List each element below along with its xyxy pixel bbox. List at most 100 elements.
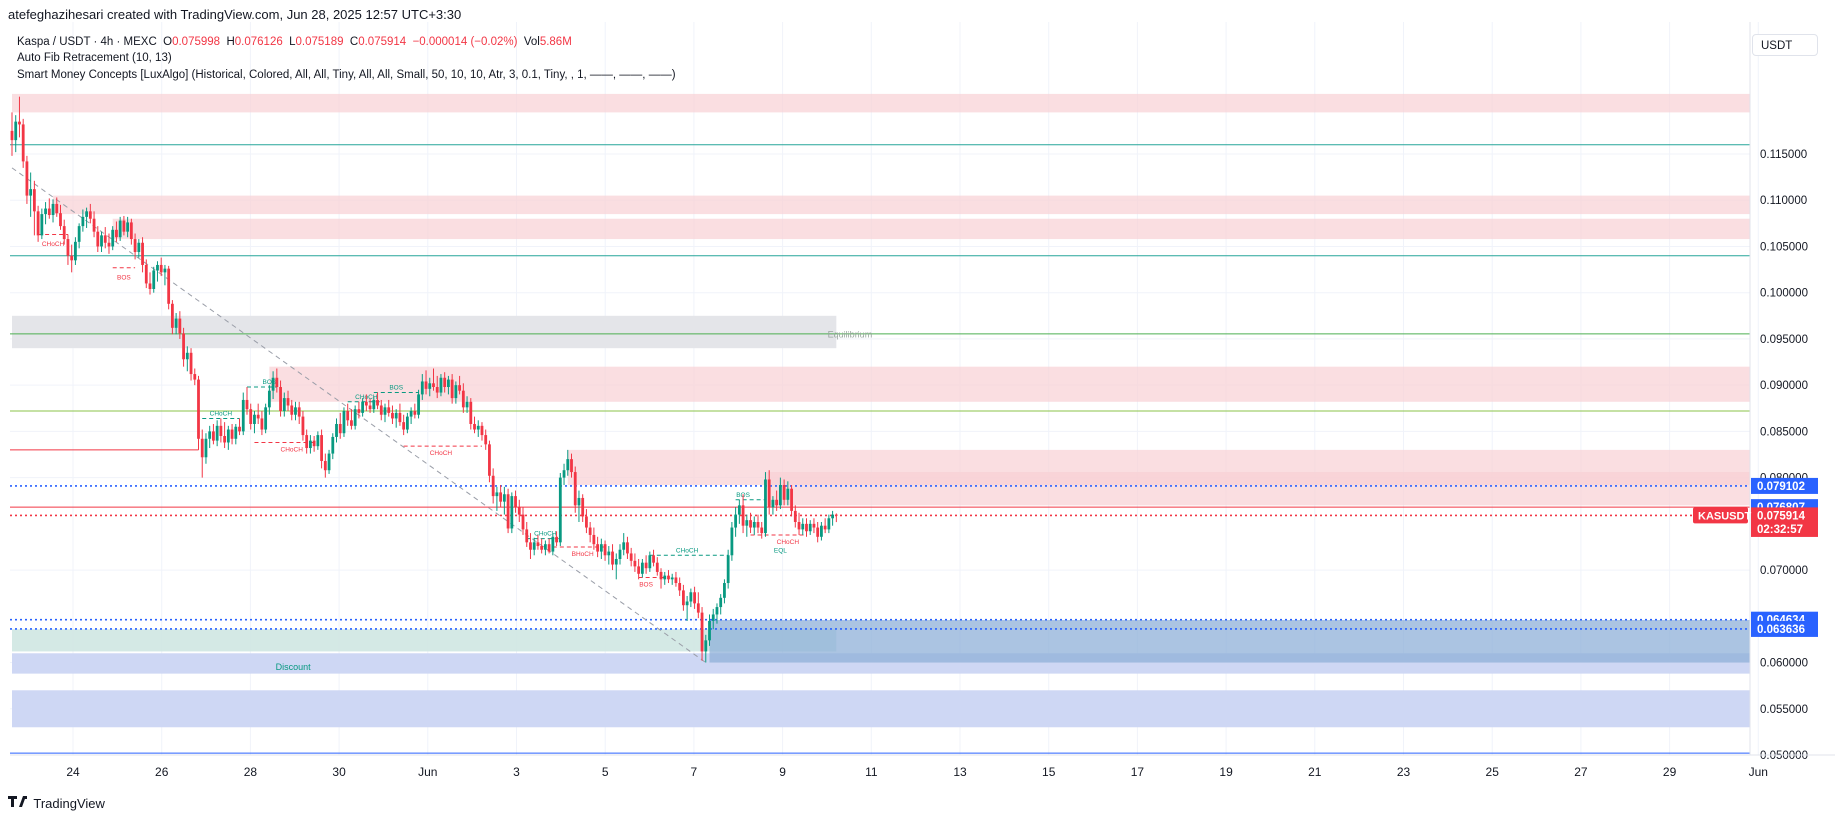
candle-body[interactable] (115, 229, 118, 238)
candle-body[interactable] (44, 208, 47, 215)
candle-body[interactable] (723, 583, 726, 598)
candle-body[interactable] (793, 510, 797, 522)
candle-body[interactable] (111, 229, 115, 247)
candle-body[interactable] (469, 401, 473, 424)
candle-body[interactable] (294, 407, 297, 415)
candle-body[interactable] (719, 597, 723, 608)
candle-body[interactable] (775, 499, 779, 506)
candle-body[interactable] (174, 318, 178, 328)
candle-body[interactable] (51, 203, 55, 216)
candle-body[interactable] (357, 409, 361, 413)
candle-body[interactable] (760, 527, 764, 534)
candle-body[interactable] (40, 214, 44, 236)
candle-body[interactable] (182, 333, 185, 360)
candle-body[interactable] (204, 438, 208, 458)
candle-body[interactable] (21, 124, 25, 162)
candle-body[interactable] (346, 411, 350, 421)
candle-body[interactable] (342, 411, 346, 434)
candle-body[interactable] (514, 496, 517, 508)
candle-body[interactable] (764, 479, 767, 534)
candle-body[interactable] (678, 583, 682, 591)
candle-body[interactable] (398, 412, 402, 423)
candle-body[interactable] (670, 577, 674, 580)
candle-body[interactable] (275, 377, 279, 388)
candle-body[interactable] (413, 411, 417, 415)
candle-body[interactable] (629, 553, 633, 561)
candle-body[interactable] (383, 407, 387, 415)
candle-body[interactable] (547, 544, 551, 552)
candle-body[interactable] (820, 525, 823, 537)
legend-symbol[interactable]: Kaspa / USDT · 4h · MEXC (17, 36, 157, 48)
candle-body[interactable] (193, 374, 197, 380)
candle-body[interactable] (107, 242, 111, 247)
candle-body[interactable] (368, 405, 372, 410)
candle-body[interactable] (286, 398, 290, 406)
candle-body[interactable] (148, 283, 152, 289)
candle-body[interactable] (405, 416, 409, 430)
candle-body[interactable] (633, 560, 637, 567)
candle-body[interactable] (402, 422, 406, 430)
candle-body[interactable] (331, 436, 335, 454)
candle-body[interactable] (458, 385, 461, 391)
candle-body[interactable] (320, 435, 323, 461)
candle-body[interactable] (230, 429, 234, 439)
candle-body[interactable] (689, 592, 693, 602)
candle-body[interactable] (122, 220, 126, 232)
candle-body[interactable] (685, 601, 689, 606)
candle-body[interactable] (14, 121, 18, 141)
candle-body[interactable] (488, 444, 491, 476)
candle-body[interactable] (592, 534, 596, 545)
candle-body[interactable] (394, 412, 398, 419)
candle-body[interactable] (297, 407, 301, 417)
candle-body[interactable] (588, 527, 592, 535)
candle-body[interactable] (626, 542, 629, 554)
candle-body[interactable] (350, 420, 353, 426)
candle-body[interactable] (264, 407, 268, 430)
candle-body[interactable] (726, 555, 730, 584)
candle-body[interactable] (379, 405, 383, 415)
candle-body[interactable] (570, 459, 573, 473)
candle-body[interactable] (655, 562, 659, 572)
candle-body[interactable] (644, 562, 648, 569)
candle-body[interactable] (215, 425, 219, 441)
candle-body[interactable] (59, 213, 62, 227)
candle-body[interactable] (551, 536, 555, 552)
candle-body[interactable] (708, 620, 711, 641)
candle-body[interactable] (521, 514, 525, 530)
candle-body[interactable] (618, 549, 622, 559)
candle-body[interactable] (577, 497, 581, 506)
candle-body[interactable] (801, 523, 805, 530)
candle-body[interactable] (435, 387, 439, 393)
candle-body[interactable] (290, 405, 294, 415)
candle-body[interactable] (786, 488, 790, 500)
candle-body[interactable] (70, 255, 74, 261)
candle-body[interactable] (808, 523, 812, 532)
candle-body[interactable] (223, 436, 227, 443)
candle-body[interactable] (499, 492, 503, 502)
candle-body[interactable] (309, 440, 312, 449)
candle-body[interactable] (88, 211, 92, 219)
candle-body[interactable] (603, 544, 607, 556)
candle-body[interactable] (312, 440, 316, 447)
candle-body[interactable] (197, 379, 200, 439)
candle-body[interactable] (752, 521, 756, 528)
candle-body[interactable] (797, 521, 801, 530)
candle-body[interactable] (279, 387, 282, 412)
candle-body[interactable] (156, 264, 159, 271)
candle-body[interactable] (159, 264, 163, 273)
candle-body[interactable] (812, 523, 816, 528)
candle-body[interactable] (200, 438, 204, 458)
candle-body[interactable] (823, 525, 827, 530)
candle-body[interactable] (364, 401, 368, 406)
candle-body[interactable] (32, 189, 36, 212)
candle-body[interactable] (10, 130, 14, 141)
candle-body[interactable] (525, 529, 529, 543)
candle-body[interactable] (178, 318, 182, 334)
candle-body[interactable] (640, 562, 644, 574)
candle-body[interactable] (756, 521, 760, 528)
candle-body[interactable] (234, 426, 238, 439)
candle-body[interactable] (566, 459, 570, 471)
candle-body[interactable] (834, 514, 838, 516)
candle-body[interactable] (637, 566, 641, 574)
candle-body[interactable] (338, 423, 342, 434)
